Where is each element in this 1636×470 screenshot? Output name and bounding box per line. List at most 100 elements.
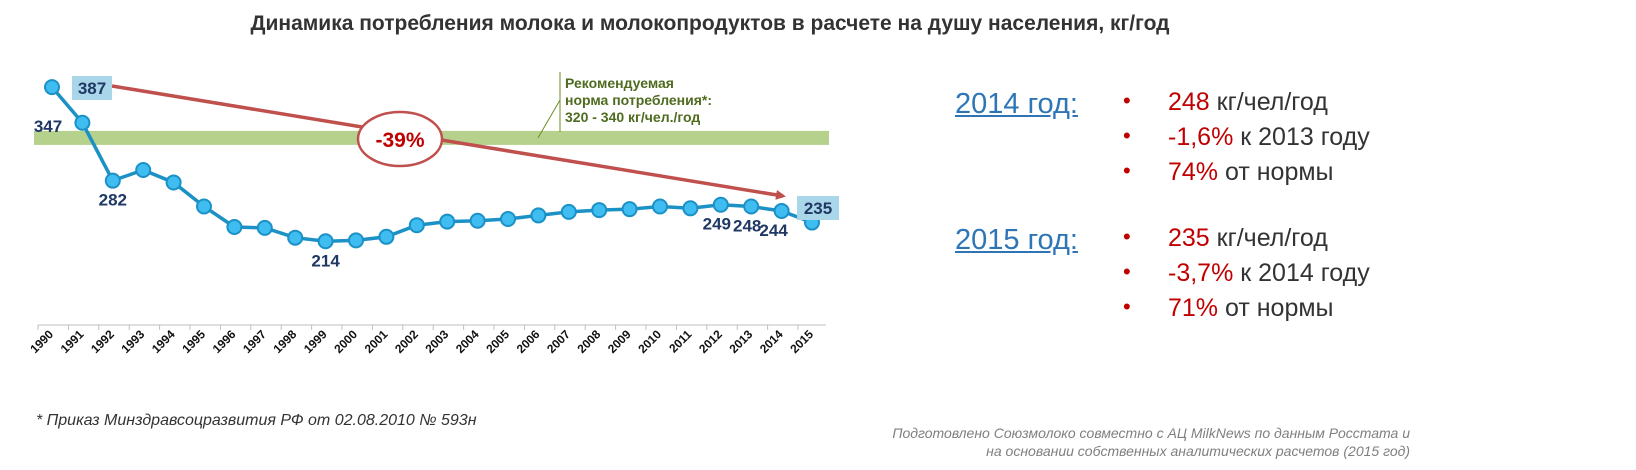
data-point-2001 xyxy=(378,228,395,245)
data-point-1997 xyxy=(256,219,273,236)
stat-item: • 74% от нормы xyxy=(1123,158,1370,193)
x-tick-label: 1996 xyxy=(210,327,239,356)
norm-leader-line xyxy=(537,99,561,139)
x-tick-label: 2006 xyxy=(514,327,543,356)
stats-list-2015: • 235 кг/чел/год • -3,7% к 2014 году • 71% … xyxy=(1123,224,1370,329)
norm-annotation-text: Рекомендуемая xyxy=(565,75,674,91)
data-point-1992 xyxy=(104,172,121,189)
x-tick-label: 1993 xyxy=(119,327,148,356)
x-tick-label: 1995 xyxy=(179,327,208,356)
x-tick-label: 1991 xyxy=(58,327,87,356)
data-point-2009 xyxy=(621,201,638,218)
stat-item: • 248 кг/чел/год xyxy=(1123,88,1370,123)
callout-box-end xyxy=(797,196,839,220)
bullet-icon: • xyxy=(1123,123,1131,148)
stat-value: 248 xyxy=(1168,88,1210,116)
callout-box-start xyxy=(72,76,112,100)
stat-text: к 2014 году xyxy=(1233,259,1370,287)
data-label-1999: 214 xyxy=(311,251,340,270)
data-point-2006 xyxy=(530,207,547,224)
stat-value: 71% xyxy=(1168,294,1219,322)
stat-item: • 235 кг/чел/год xyxy=(1123,224,1370,259)
data-label-2014: 244 xyxy=(759,221,788,240)
bullet-icon: • xyxy=(1123,158,1131,183)
data-point-2004 xyxy=(469,212,486,229)
data-label-1990: 387 xyxy=(78,79,106,98)
data-point-1994 xyxy=(165,174,182,191)
stat-text: кг/чел/год xyxy=(1209,88,1328,116)
bullet-icon: • xyxy=(1123,224,1131,249)
x-tick-label: 2010 xyxy=(635,327,664,356)
stat-text: от нормы xyxy=(1218,294,1334,322)
stats-list-2014: • 248 кг/чел/год • -1,6% к 2013 году • 74% … xyxy=(1123,88,1370,193)
stats-year-2014: 2014 год: xyxy=(955,88,1078,120)
source-note: Подготовлено Союзмолоко совместно с АЦ M… xyxy=(760,424,1410,460)
stat-item: • -1,6% к 2013 году xyxy=(1123,123,1370,158)
data-point-1990 xyxy=(44,79,60,96)
data-point-1998 xyxy=(287,229,304,246)
x-tick-label: 2001 xyxy=(362,327,391,356)
x-tick-label: 2000 xyxy=(331,327,360,356)
x-tick-label: 1998 xyxy=(271,327,300,356)
data-point-1995 xyxy=(196,198,212,215)
x-tick-label: 2012 xyxy=(696,327,725,356)
data-point-2010 xyxy=(652,198,668,215)
stat-text: к 2013 году xyxy=(1233,123,1370,151)
data-point-2011 xyxy=(682,200,699,217)
data-point-1996 xyxy=(226,219,243,235)
stat-text: от нормы xyxy=(1218,158,1334,186)
footnote: * Приказ Минздравсоцразвития РФ от 02.08… xyxy=(36,412,477,429)
consumption-chart: 1990 1991 1992 1993 1994 1995 1996 1997 1998 1999… xyxy=(27,72,839,356)
stats-year-2015: 2015 год: xyxy=(955,224,1078,256)
x-tick-label: 2003 xyxy=(423,327,452,356)
x-tick-label: 2009 xyxy=(605,327,634,356)
data-point-2002 xyxy=(408,217,425,234)
data-point-2014 xyxy=(773,202,790,219)
x-tick-label: 2014 xyxy=(757,327,786,356)
data-label-1991: 347 xyxy=(34,117,62,136)
x-tick-label: 2005 xyxy=(483,327,512,356)
data-point-2012 xyxy=(712,196,729,213)
x-tick-label: 2004 xyxy=(453,327,482,356)
data-label-2012: 249 xyxy=(703,215,731,234)
bullet-icon: • xyxy=(1123,294,1131,319)
x-tick-label: 1999 xyxy=(301,327,330,356)
bullet-icon: • xyxy=(1123,259,1131,284)
trend-arrow xyxy=(111,84,786,200)
x-tick-label: 2011 xyxy=(666,327,695,356)
data-point-2000 xyxy=(348,232,364,249)
stat-value: -1,6% xyxy=(1168,123,1234,151)
data-point-2007 xyxy=(560,203,577,220)
x-tick-label: 1992 xyxy=(88,327,117,356)
stat-value: -3,7% xyxy=(1168,259,1234,287)
x-tick-label: 1994 xyxy=(149,327,178,356)
stat-text: кг/чел/год xyxy=(1209,224,1328,252)
norm-annotation-text: норма потребления*: xyxy=(565,92,712,108)
norm-annotation-text: 320 - 340 кг/чел./год xyxy=(565,109,700,125)
data-point-1991 xyxy=(74,114,91,131)
x-tick-label: 1997 xyxy=(240,327,269,356)
bullet-icon: • xyxy=(1123,88,1131,113)
x-tick-label: 2015 xyxy=(787,327,816,356)
stat-value: 74% xyxy=(1168,158,1219,186)
data-label-2013: 248 xyxy=(733,217,761,236)
data-point-2008 xyxy=(591,202,608,219)
data-point-1999 xyxy=(317,233,334,250)
data-point-1993 xyxy=(135,161,152,178)
data-point-2005 xyxy=(500,210,516,227)
data-label-2015: 235 xyxy=(804,199,832,218)
change-label: -39% xyxy=(375,129,424,152)
x-tick-label: 1990 xyxy=(27,327,56,356)
x-tick-label: 2013 xyxy=(727,327,756,356)
data-point-2013 xyxy=(743,198,760,215)
source-line: на основании собственных аналитических р… xyxy=(986,443,1410,459)
stat-value: 235 xyxy=(1168,224,1210,252)
stat-item: • -3,7% к 2014 году xyxy=(1123,259,1370,294)
x-tick-label: 2002 xyxy=(392,327,421,356)
data-point-2003 xyxy=(439,213,456,230)
data-label-1992: 282 xyxy=(99,191,127,210)
chart-title: Динамика потребления молока и молокопрод… xyxy=(250,12,1170,35)
change-ellipse xyxy=(356,110,444,168)
stat-item: • 71% от нормы xyxy=(1123,294,1370,329)
x-tick-label: 2007 xyxy=(544,327,573,356)
